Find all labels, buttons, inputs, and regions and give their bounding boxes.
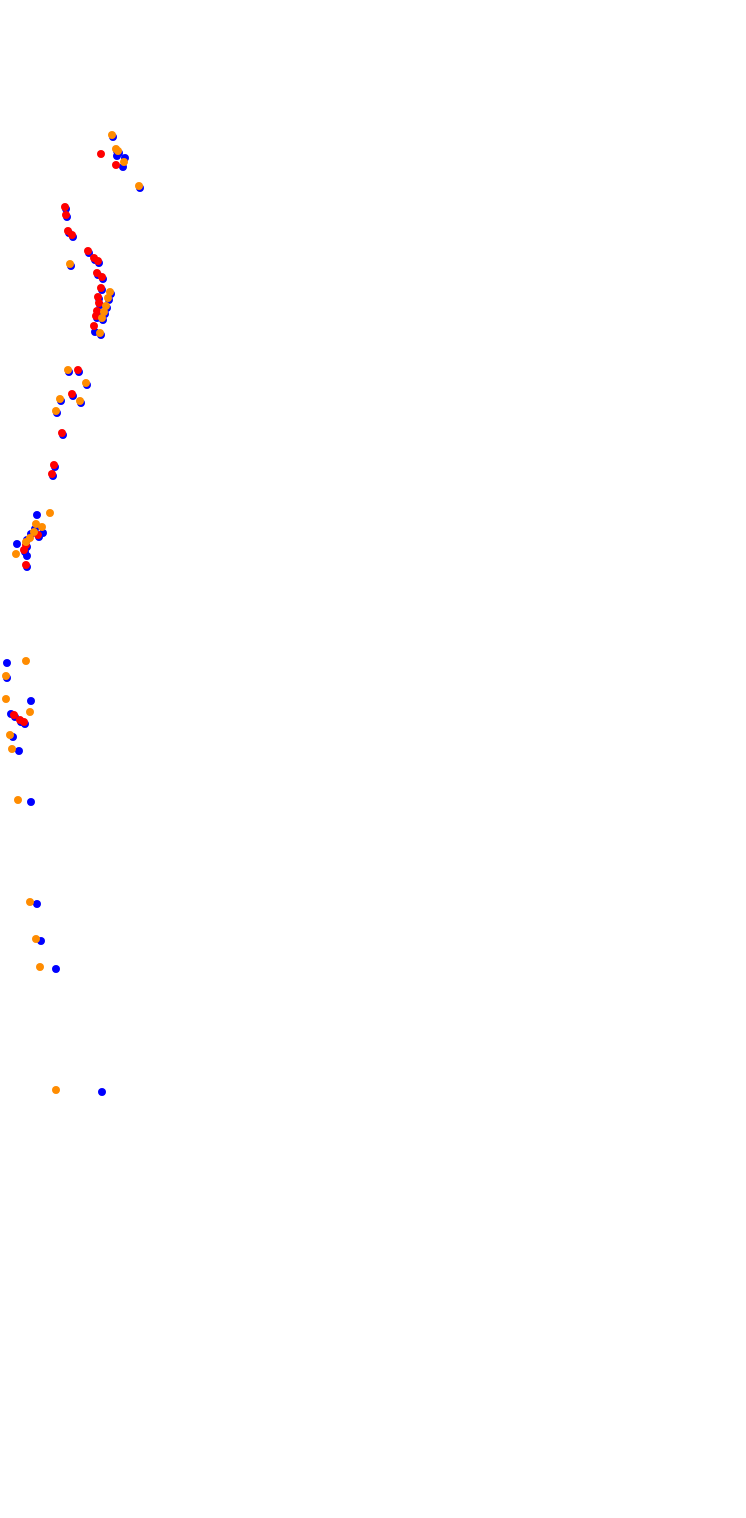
point <box>135 182 143 190</box>
point <box>52 965 60 973</box>
point <box>64 366 72 374</box>
point <box>82 379 90 387</box>
point <box>20 546 28 554</box>
point <box>52 1086 60 1094</box>
point <box>46 509 54 517</box>
point <box>20 718 28 726</box>
point <box>56 395 64 403</box>
point <box>26 898 34 906</box>
point <box>14 796 22 804</box>
point <box>8 745 16 753</box>
point <box>22 561 30 569</box>
point <box>95 299 103 307</box>
point <box>2 672 10 680</box>
point <box>33 511 41 519</box>
point <box>68 231 76 239</box>
point <box>32 935 40 943</box>
point <box>27 697 35 705</box>
point <box>22 657 30 665</box>
point <box>94 293 102 301</box>
point <box>98 1088 106 1096</box>
point <box>13 540 21 548</box>
point <box>94 257 102 265</box>
point <box>22 538 30 546</box>
point <box>38 523 46 531</box>
point <box>76 397 84 405</box>
point <box>6 731 14 739</box>
point <box>104 294 112 302</box>
point <box>90 322 98 330</box>
point <box>58 429 66 437</box>
point <box>10 711 18 719</box>
point <box>32 520 40 528</box>
point <box>15 747 23 755</box>
point <box>96 329 104 337</box>
point <box>50 461 58 469</box>
point <box>26 708 34 716</box>
point <box>112 161 120 169</box>
point <box>98 314 106 322</box>
point <box>120 158 128 166</box>
point <box>61 203 69 211</box>
point <box>68 390 76 398</box>
point <box>48 470 56 478</box>
point <box>3 659 11 667</box>
point <box>27 798 35 806</box>
point <box>12 550 20 558</box>
point <box>108 131 116 139</box>
point <box>36 963 44 971</box>
point <box>97 150 105 158</box>
point <box>66 260 74 268</box>
point <box>2 695 10 703</box>
point <box>74 366 82 374</box>
point <box>84 247 92 255</box>
point <box>98 273 106 281</box>
point <box>33 900 41 908</box>
point <box>30 528 38 536</box>
point <box>52 407 60 415</box>
point <box>114 147 122 155</box>
point <box>62 211 70 219</box>
point <box>97 284 105 292</box>
